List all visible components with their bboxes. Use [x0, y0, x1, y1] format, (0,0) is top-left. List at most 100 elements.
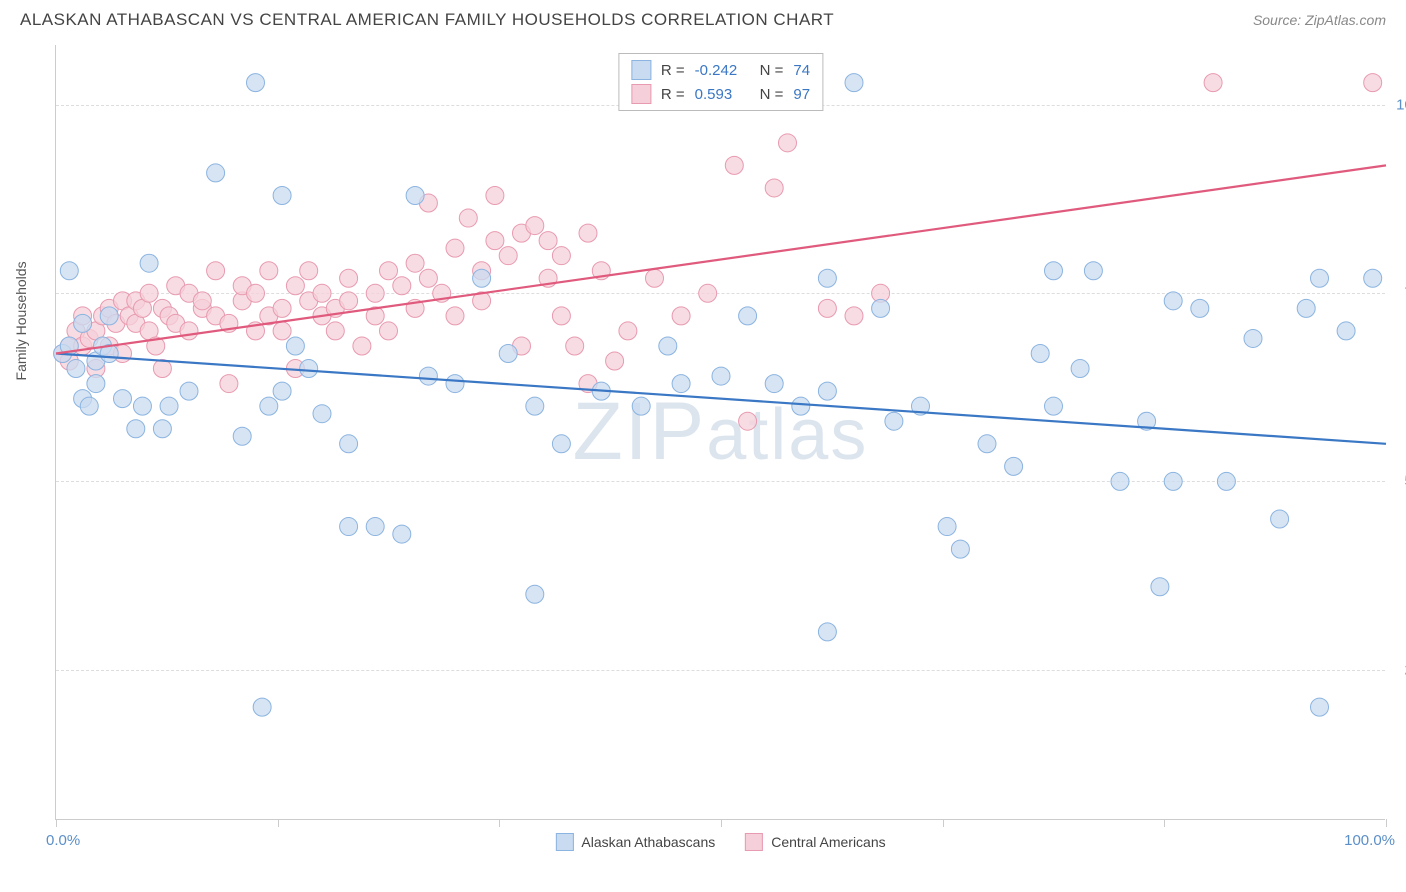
- data-point: [951, 540, 969, 558]
- legend-label: Alaskan Athabascans: [581, 834, 715, 850]
- data-point: [366, 284, 384, 302]
- data-point: [160, 397, 178, 415]
- data-point: [273, 382, 291, 400]
- data-point: [127, 420, 145, 438]
- stats-row-series-0: R = -0.242 N = 74: [631, 58, 810, 82]
- data-point: [80, 397, 98, 415]
- data-point: [300, 262, 318, 280]
- data-point: [845, 74, 863, 92]
- data-point: [1244, 329, 1262, 347]
- data-point: [1045, 397, 1063, 415]
- data-point: [606, 352, 624, 370]
- data-point: [1364, 269, 1382, 287]
- data-point: [1217, 472, 1235, 490]
- data-point: [486, 186, 504, 204]
- data-point: [978, 435, 996, 453]
- legend-swatch-icon: [745, 833, 763, 851]
- data-point: [60, 262, 78, 280]
- data-point: [286, 337, 304, 355]
- data-point: [366, 518, 384, 536]
- y-tick-label: 100.0%: [1396, 97, 1406, 114]
- data-point: [419, 367, 437, 385]
- data-point: [526, 585, 544, 603]
- data-point: [406, 254, 424, 272]
- data-point: [818, 623, 836, 641]
- data-point: [140, 284, 158, 302]
- data-point: [699, 284, 717, 302]
- data-point: [1364, 74, 1382, 92]
- data-point: [1271, 510, 1289, 528]
- chart-header: ALASKAN ATHABASCAN VS CENTRAL AMERICAN F…: [0, 0, 1406, 35]
- data-point: [446, 239, 464, 257]
- data-point: [646, 269, 664, 287]
- data-point: [552, 307, 570, 325]
- data-point: [1337, 322, 1355, 340]
- data-point: [765, 375, 783, 393]
- data-point: [273, 322, 291, 340]
- data-point: [765, 179, 783, 197]
- data-point: [100, 307, 118, 325]
- data-point: [233, 427, 251, 445]
- stats-legend-box: R = -0.242 N = 74 R = 0.593 N = 97: [618, 53, 823, 111]
- legend-label: Central Americans: [771, 834, 885, 850]
- data-point: [539, 232, 557, 250]
- legend-item-1: Central Americans: [745, 833, 885, 851]
- data-point: [446, 375, 464, 393]
- data-point: [67, 360, 85, 378]
- data-point: [326, 322, 344, 340]
- data-point: [114, 390, 132, 408]
- data-point: [247, 74, 265, 92]
- data-point: [499, 344, 517, 362]
- data-point: [1084, 262, 1102, 280]
- legend-swatch-icon: [555, 833, 573, 851]
- data-point: [1297, 299, 1315, 317]
- data-point: [1045, 262, 1063, 280]
- data-point: [1031, 344, 1049, 362]
- data-point: [193, 292, 211, 310]
- x-axis-min-label: 0.0%: [46, 832, 80, 849]
- data-point: [133, 397, 151, 415]
- data-point: [419, 269, 437, 287]
- data-point: [566, 337, 584, 355]
- bottom-legend: Alaskan Athabascans Central Americans: [555, 833, 885, 851]
- data-point: [672, 375, 690, 393]
- data-point: [552, 247, 570, 265]
- data-point: [313, 405, 331, 423]
- data-point: [473, 269, 491, 287]
- stats-swatch-icon: [631, 84, 651, 104]
- data-point: [180, 382, 198, 400]
- data-point: [725, 156, 743, 174]
- scatter-plot-svg: [56, 45, 1385, 819]
- data-point: [872, 299, 890, 317]
- data-point: [818, 269, 836, 287]
- data-point: [499, 247, 517, 265]
- data-point: [247, 284, 265, 302]
- chart-title: ALASKAN ATHABASCAN VS CENTRAL AMERICAN F…: [20, 10, 834, 30]
- stats-n-value: 74: [793, 62, 810, 79]
- data-point: [273, 299, 291, 317]
- data-point: [207, 164, 225, 182]
- data-point: [1311, 269, 1329, 287]
- data-point: [579, 224, 597, 242]
- data-point: [253, 698, 271, 716]
- data-point: [739, 412, 757, 430]
- trend-line: [56, 165, 1386, 353]
- data-point: [779, 134, 797, 152]
- data-point: [220, 375, 238, 393]
- data-point: [380, 322, 398, 340]
- data-point: [1151, 578, 1169, 596]
- data-point: [180, 322, 198, 340]
- data-point: [938, 518, 956, 536]
- data-point: [207, 262, 225, 280]
- data-point: [1204, 74, 1222, 92]
- stats-n-value: 97: [793, 86, 810, 103]
- data-point: [1311, 698, 1329, 716]
- data-point: [380, 262, 398, 280]
- y-axis-label: Family Households: [13, 261, 29, 380]
- data-point: [340, 435, 358, 453]
- data-point: [340, 269, 358, 287]
- chart-plot-area: Family Households 25.0%50.0%75.0%100.0% …: [55, 45, 1385, 820]
- data-point: [140, 254, 158, 272]
- data-point: [818, 299, 836, 317]
- data-point: [632, 397, 650, 415]
